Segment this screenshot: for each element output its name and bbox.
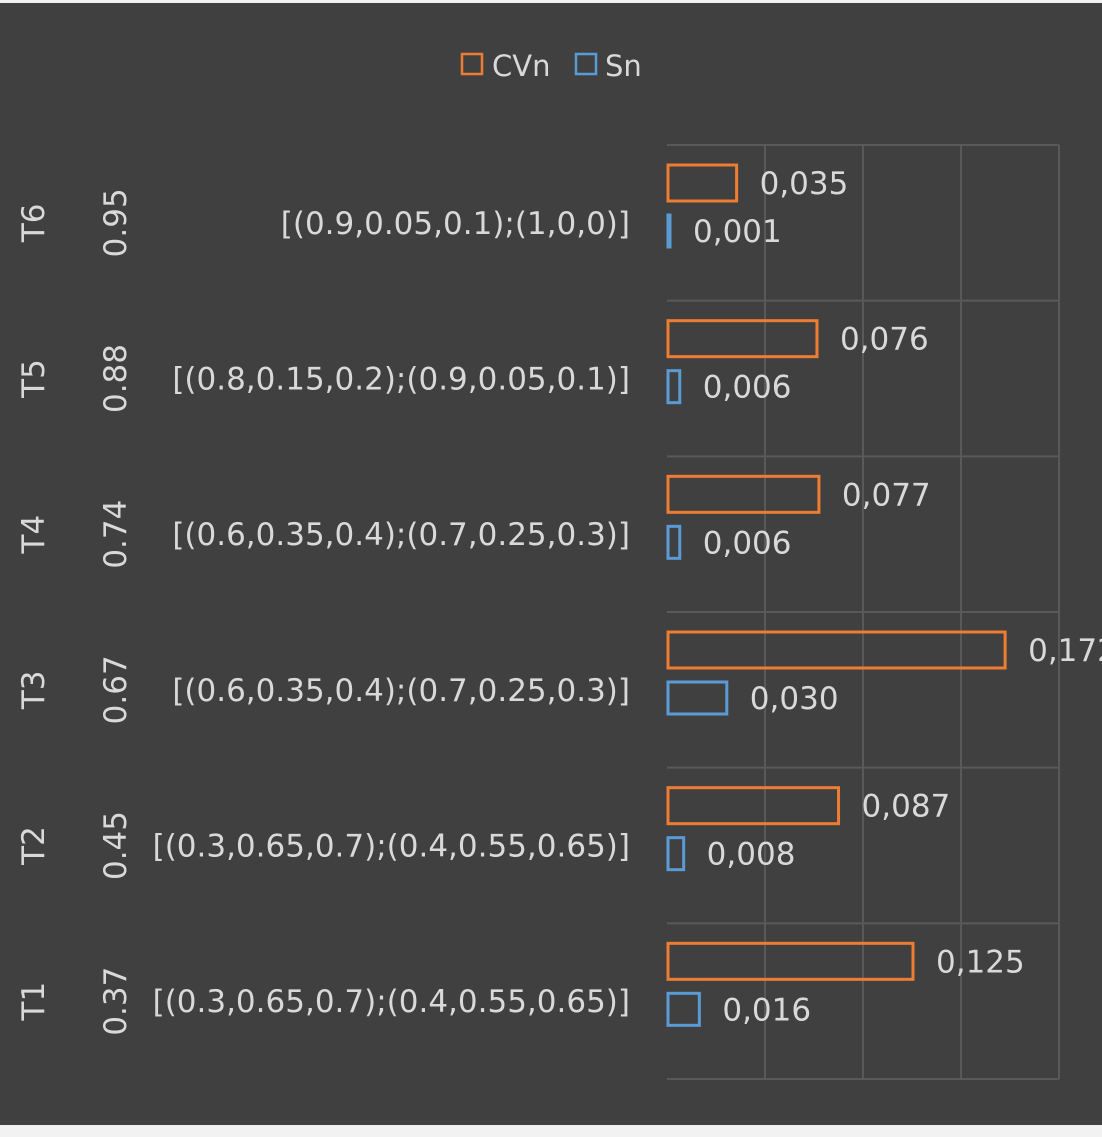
bar-cvn-t1 — [666, 941, 915, 981]
category-id-label: T3 — [16, 670, 52, 710]
legend-swatch-sn — [574, 52, 598, 76]
category-score-label: 0.95 — [98, 188, 134, 257]
category-score-label: 0.88 — [98, 344, 134, 413]
category-interval-label: [(0.8,0.15,0.2);(0.9,0.05,0.1)] — [172, 362, 630, 398]
category-id-label: T5 — [16, 359, 52, 399]
bar-sn-t2 — [666, 836, 686, 872]
data-label-sn-t1: 0,016 — [722, 992, 811, 1028]
bar-cvn-t3 — [666, 630, 1007, 670]
bar-cvn-t2 — [666, 786, 841, 826]
bar-sn-t6 — [666, 213, 672, 249]
bar-sn-t1 — [666, 991, 701, 1027]
category-interval-label: [(0.6,0.35,0.4);(0.7,0.25,0.3)] — [172, 517, 630, 553]
data-label-cvn-t2: 0,087 — [862, 789, 951, 825]
data-label-sn-t2: 0,008 — [707, 837, 796, 873]
data-label-sn-t5: 0,006 — [703, 370, 792, 406]
data-label-cvn-t5: 0,076 — [840, 322, 929, 358]
data-label-cvn-t4: 0,077 — [842, 477, 931, 513]
bar-cvn-t5 — [666, 319, 819, 359]
data-label-cvn-t1: 0,125 — [936, 944, 1025, 980]
gridlines — [667, 144, 1060, 1080]
data-label-sn-t4: 0,006 — [703, 525, 792, 561]
legend-swatch-cvn — [460, 52, 484, 76]
category-labels: T1 0.37 [(0.3,0.65,0.7);(0.4,0.55,0.65)] T2… — [16, 188, 630, 1035]
data-label-sn-t6: 0,001 — [693, 214, 782, 250]
bars — [666, 163, 1007, 1027]
data-labels: 0,125 0,016 0,087 0,008 0,172 0,030 0,077 0,006… — [693, 166, 1102, 1028]
chart-area: CVn Sn T1 0.37 [(0.3,0.65,0.7);(0.4,0.55,0.… — [0, 3, 1102, 1125]
legend: CVn Sn — [460, 49, 642, 83]
category-score-label: 0.37 — [98, 967, 134, 1036]
data-label-sn-t3: 0,030 — [750, 681, 839, 717]
category-interval-label: [(0.6,0.35,0.4);(0.7,0.25,0.3)] — [172, 673, 630, 709]
category-score-label: 0.67 — [98, 655, 134, 724]
category-id-label: T6 — [16, 203, 52, 243]
data-label-cvn-t6: 0,035 — [760, 166, 849, 202]
category-id-label: T1 — [16, 982, 52, 1022]
category-id-label: T2 — [16, 826, 52, 866]
bar-cvn-t6 — [666, 163, 739, 203]
bar-chart: CVn Sn T1 0.37 [(0.3,0.65,0.7);(0.4,0.55,0.… — [16, 49, 1102, 1080]
data-label-cvn-t3: 0,172 — [1028, 633, 1102, 669]
legend-label-sn: Sn — [605, 49, 642, 83]
category-interval-label: [(0.3,0.65,0.7);(0.4,0.55,0.65)] — [153, 984, 630, 1020]
bar-sn-t5 — [666, 369, 682, 405]
bar-cvn-t4 — [666, 474, 821, 514]
bar-sn-t4 — [666, 524, 682, 560]
category-interval-label: [(0.9,0.05,0.1);(1,0,0)] — [281, 206, 630, 242]
category-score-label: 0.45 — [98, 811, 134, 880]
category-id-label: T4 — [16, 515, 52, 555]
category-interval-label: [(0.3,0.65,0.7);(0.4,0.55,0.65)] — [153, 829, 630, 865]
legend-label-cvn: CVn — [492, 49, 550, 83]
bar-sn-t3 — [666, 680, 729, 716]
category-score-label: 0.74 — [98, 500, 134, 569]
